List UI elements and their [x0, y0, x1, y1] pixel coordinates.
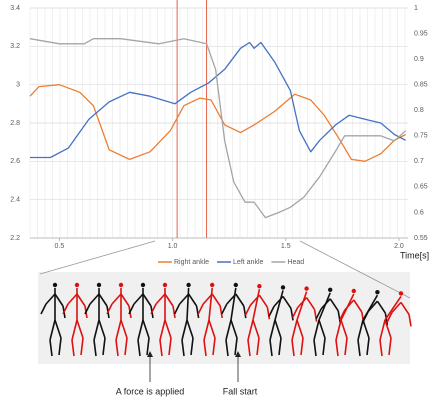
x-axis-label: Time[s] [400, 250, 429, 260]
x-tick-label: 0.5 [55, 243, 65, 250]
stick-joint [234, 283, 238, 287]
legend-label: Head [287, 259, 304, 266]
pose-image-frame [38, 272, 410, 364]
y2-tick-label: 0.85 [414, 82, 428, 89]
stick-joint [281, 285, 285, 289]
stick-joint [328, 288, 332, 292]
stick-joint [97, 283, 101, 287]
y-tick-label: 2.8 [10, 120, 20, 127]
stick-joint [163, 283, 167, 287]
y-tick-label: 3 [16, 82, 20, 89]
x-tick-label: 1.0 [168, 243, 178, 250]
y-tick-label: 2.2 [10, 235, 20, 242]
figure: A force is applied Fall start Time[s] 2.… [0, 0, 443, 405]
y2-tick-label: 0.95 [414, 30, 428, 37]
legend-label: Left ankle [233, 259, 263, 266]
legend-label: Right ankle [174, 259, 209, 266]
y-tick-label: 3.4 [10, 5, 20, 12]
stick-joint [141, 283, 145, 287]
series-line [30, 43, 406, 158]
y2-tick-label: 0.65 [414, 184, 428, 191]
x-tick-label: 2.0 [394, 243, 404, 250]
y-tick-label: 2.6 [10, 158, 20, 165]
y-tick-label: 3.2 [10, 43, 20, 50]
y2-tick-label: 0.9 [414, 56, 424, 63]
y2-tick-label: 1 [414, 5, 418, 12]
y2-tick-label: 0.75 [414, 133, 428, 140]
annotation-label: Fall start [223, 386, 258, 396]
stick-joint [399, 291, 403, 295]
y2-tick-label: 0.7 [414, 158, 424, 165]
stick-joint [257, 284, 261, 288]
annotation-label: A force is applied [116, 386, 185, 396]
stick-joint [352, 289, 356, 293]
stick-joint [119, 283, 123, 287]
y-tick-label: 2.4 [10, 197, 20, 204]
stick-joint [375, 290, 379, 294]
stick-joint [75, 283, 79, 287]
y2-tick-label: 0.55 [414, 235, 428, 242]
y2-tick-label: 0.6 [414, 209, 424, 216]
series-line [30, 39, 406, 218]
stick-joint [53, 283, 57, 287]
y2-tick-label: 0.8 [414, 107, 424, 114]
x-tick-label: 1.5 [281, 243, 291, 250]
stick-joint [186, 283, 190, 287]
stick-joint [210, 283, 214, 287]
stick-joint [304, 286, 308, 290]
